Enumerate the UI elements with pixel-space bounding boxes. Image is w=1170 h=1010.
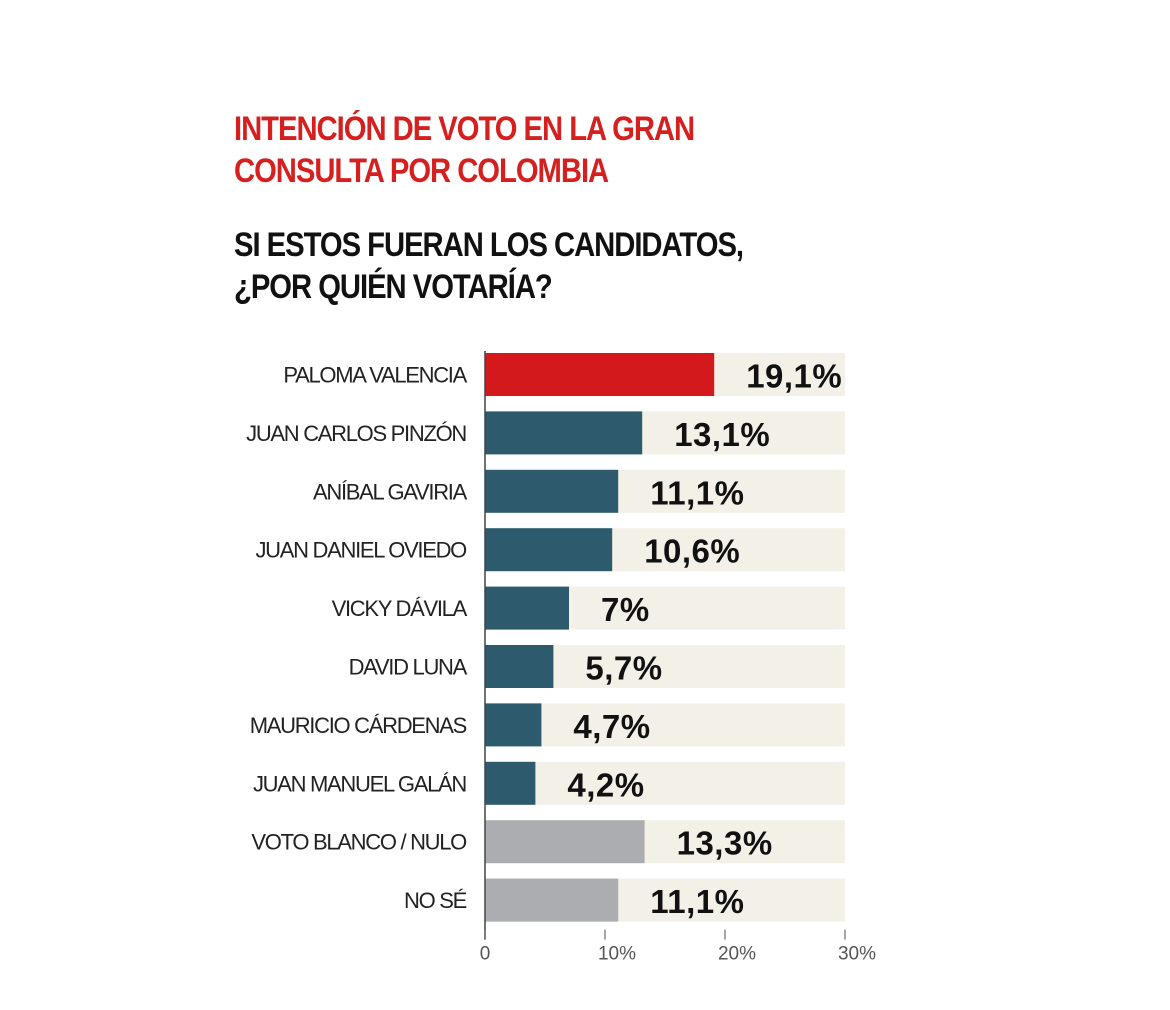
category-label: ANÍBAL GAVIRIA: [313, 479, 468, 504]
bar-track: [485, 761, 845, 805]
category-label: VICKY DÁVILA: [332, 596, 468, 621]
value-label: 7%: [601, 591, 650, 628]
category-label: NO SÉ: [404, 888, 467, 913]
value-label: 5,7%: [585, 650, 662, 687]
category-label: PALOMA VALENCIA: [283, 363, 467, 388]
bar: [485, 878, 619, 922]
x-tick-label: 30%: [838, 944, 876, 965]
category-label: JUAN MANUEL GALÁN: [253, 771, 466, 796]
category-label: JUAN DANIEL OVIEDO: [255, 538, 467, 563]
x-tick-label: 0: [480, 944, 491, 965]
bar-track: [485, 703, 845, 747]
value-label: 13,1%: [674, 416, 770, 453]
bar: [485, 703, 542, 747]
chart-subtitle: SI ESTOS FUERAN LOS CANDIDATOS, ¿POR QUI…: [234, 224, 744, 308]
value-label: 11,1%: [650, 883, 744, 920]
bar: [485, 353, 715, 396]
bar: [485, 411, 643, 455]
category-label: VOTO BLANCO / NULO: [251, 830, 467, 855]
value-label: 4,7%: [573, 708, 650, 745]
chart-title-line-2: CONSULTA POR COLOMBIA: [234, 152, 609, 190]
x-tick-label: 10%: [598, 944, 636, 965]
category-label: JUAN CARLOS PINZÓN: [246, 421, 466, 446]
bar: [485, 761, 536, 805]
bar: [485, 820, 645, 864]
value-label: 13,3%: [677, 825, 773, 862]
value-label: 10,6%: [644, 533, 740, 570]
bar: [485, 586, 569, 630]
value-label: 4,2%: [567, 766, 644, 803]
category-label: MAURICIO CÁRDENAS: [250, 713, 467, 738]
chart-title: INTENCIÓN DE VOTO EN LA GRAN CONSULTA PO…: [234, 108, 695, 192]
chart-subtitle-line-1: SI ESTOS FUERAN LOS CANDIDATOS,: [234, 226, 744, 264]
chart-subtitle-line-2: ¿POR QUIÉN VOTARÍA?: [234, 268, 553, 306]
bar: [485, 645, 554, 688]
x-tick-label: 20%: [718, 944, 756, 965]
value-label: 11,1%: [650, 474, 744, 511]
bar: [485, 469, 619, 513]
value-label: 19,1%: [746, 358, 842, 395]
chart-title-line-1: INTENCIÓN DE VOTO EN LA GRAN: [234, 110, 695, 148]
bar: [485, 528, 613, 572]
category-label: DAVID LUNA: [349, 655, 468, 680]
